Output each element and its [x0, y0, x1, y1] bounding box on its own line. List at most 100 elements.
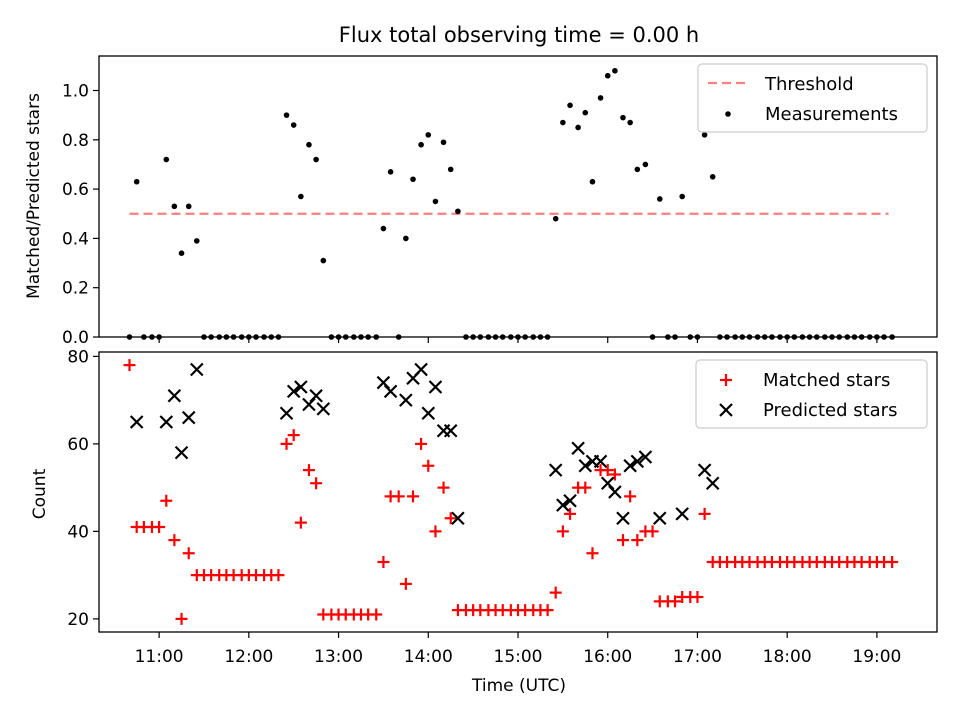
bottom-legend-box	[695, 359, 928, 429]
predicted-star-marker	[697, 463, 712, 477]
matched-star-marker	[698, 507, 711, 520]
matched-star-marker	[429, 525, 442, 538]
legend-threshold-label: Threshold	[764, 74, 854, 95]
matched-star-marker	[407, 490, 420, 503]
top-y-ticks: 0.0 0.2 0.4 0.6 0.8 1.0	[62, 82, 99, 348]
matched-star-marker	[272, 569, 285, 582]
measurement-point	[612, 67, 618, 74]
predicted-star-marker	[129, 415, 144, 429]
predicted-star-marker	[451, 511, 465, 526]
predicted-star-marker	[600, 476, 615, 491]
measurement-point	[418, 141, 424, 148]
matched-star-marker	[175, 612, 188, 625]
matched-star-marker	[624, 490, 637, 503]
predicted-star-marker-b	[294, 380, 308, 394]
bottom-y-tick-label: 20	[67, 610, 89, 630]
top-y-tick-label: 1.0	[62, 82, 89, 102]
matched-star-marker	[182, 547, 195, 560]
predicted-star-marker-b	[383, 384, 398, 399]
predicted-star-marker-b	[421, 406, 436, 421]
measurement-point	[567, 102, 573, 109]
predicted-star-marker-b	[578, 458, 593, 473]
measurement-point	[185, 203, 192, 210]
chart-title: Flux total observing time = 0.00 h	[339, 23, 699, 47]
measurement-point	[193, 238, 200, 244]
predicted-star-marker-b	[556, 498, 570, 512]
predicted-star-marker	[428, 380, 443, 394]
predicted-star-marker	[309, 388, 323, 403]
measurement-point	[620, 114, 626, 121]
bottom-plot-frame	[98, 351, 938, 633]
measurement-point	[380, 225, 387, 232]
measurement-point	[425, 132, 432, 138]
predicted-star-marker	[167, 388, 182, 403]
predicted-star-marker-b	[675, 507, 689, 521]
predicted-star-marker	[383, 384, 398, 399]
measurement-point	[403, 235, 409, 242]
predicted-star-marker-b	[181, 410, 196, 425]
legend-measurements-label: Measurements	[765, 104, 898, 125]
matched-star-marker	[556, 525, 569, 538]
measurement-point	[283, 112, 290, 118]
measurement-point	[290, 122, 297, 128]
predicted-star-marker	[593, 454, 608, 469]
measurement-point	[178, 250, 185, 256]
measurement-point	[455, 208, 461, 215]
matched-star-marker	[370, 608, 383, 621]
matched-star-marker	[437, 481, 450, 494]
predicted-star-marker-b	[697, 463, 712, 477]
measurement-points	[126, 67, 895, 340]
predicted-star-marker-b	[593, 454, 608, 469]
predicted-star-marker	[286, 384, 301, 399]
measurement-point	[410, 176, 416, 183]
legend-measurements-swatch	[725, 111, 731, 117]
matched-star-marker	[294, 516, 307, 529]
predicted-star-marker	[443, 423, 458, 438]
matched-star-marker	[669, 595, 682, 608]
measurement-point	[552, 215, 559, 222]
measurement-point	[133, 178, 140, 185]
x-tick-label: 12:00	[224, 647, 273, 667]
predicted-star-marker-b	[705, 476, 720, 491]
predicted-star-marker	[181, 410, 196, 425]
predicted-star-marker-b	[414, 362, 428, 377]
predicted-star-marker	[294, 380, 308, 394]
predicted-star-marker-b	[286, 384, 301, 399]
measurement-point	[589, 178, 596, 185]
matched-star-marker	[579, 481, 592, 494]
x-tick-label: 17:00	[673, 647, 722, 667]
measurement-point	[597, 95, 604, 101]
measurement-point	[432, 198, 439, 205]
count-panel: Count Time (UTC) 20 40 60 80 11:00 12:00 13:0…	[30, 347, 938, 696]
x-tick-label: 16:00	[583, 647, 632, 667]
matched-star-marker	[310, 477, 323, 490]
matched-star-marker	[280, 437, 293, 450]
predicted-star-marker-b	[652, 511, 667, 526]
predicted-star-marker	[376, 375, 391, 390]
predicted-star-marker	[302, 397, 316, 412]
predicted-star-marker-b	[399, 393, 413, 407]
predicted-star-marker-b	[316, 402, 331, 416]
predicted-star-marker	[675, 507, 689, 521]
bottom-y-axis-label: Count	[30, 468, 50, 519]
measurement-point	[604, 72, 611, 79]
predicted-star-marker-b	[309, 388, 323, 403]
measurement-point	[320, 257, 327, 264]
x-axis-label: Time (UTC)	[471, 676, 566, 696]
top-y-tick-label: 0.6	[62, 180, 89, 200]
matched-star-marker	[123, 359, 136, 372]
predicted-stars-points	[129, 362, 720, 526]
matched-star-marker	[616, 534, 629, 547]
bottom-x-ticks: 11:00 12:00 13:00 14:00 15:00 16:00 17:00 18:00…	[135, 632, 901, 667]
measurement-point	[313, 156, 319, 163]
predicted-star-marker-b	[600, 476, 615, 491]
matched-star-marker	[399, 577, 412, 590]
predicted-star-marker	[174, 445, 189, 460]
bottom-y-tick-label: 40	[67, 522, 89, 542]
x-tick-label: 18:00	[763, 647, 812, 667]
top-y-tick-label: 0.8	[62, 131, 89, 151]
x-tick-label: 14:00	[404, 647, 453, 667]
predicted-star-marker	[571, 441, 585, 456]
matched-star-marker	[691, 591, 704, 603]
matched-star-marker	[631, 534, 644, 547]
